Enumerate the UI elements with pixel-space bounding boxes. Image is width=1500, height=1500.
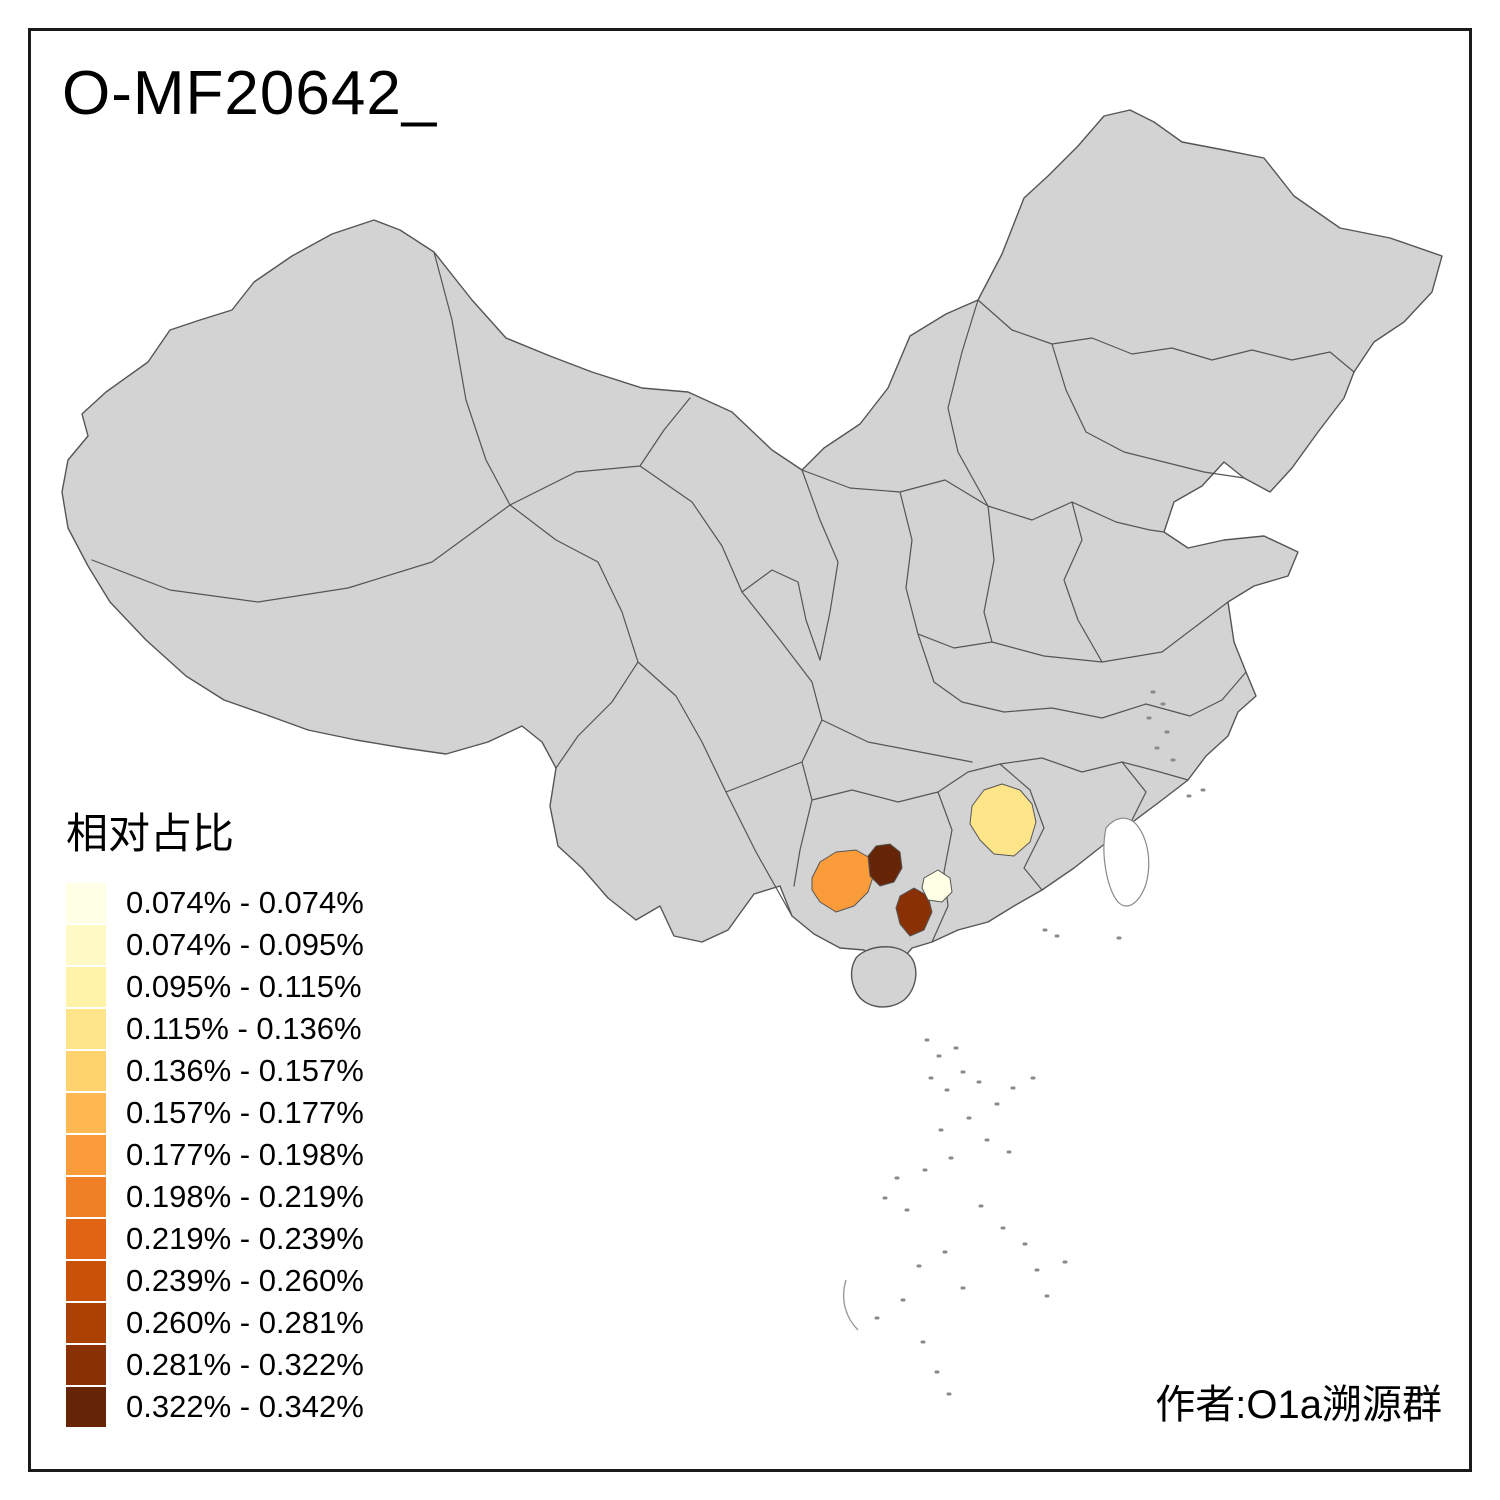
legend-row: 0.157% - 0.177% <box>66 1093 466 1133</box>
region-central-guangxi <box>867 843 903 887</box>
legend-label: 0.074% - 0.074% <box>126 885 364 920</box>
sea-islet-arc <box>842 1279 859 1331</box>
legend-swatch <box>66 1261 106 1301</box>
author-credit: 作者:O1a溯源群 <box>1155 1383 1442 1427</box>
chart-title: O-MF20642_ <box>62 59 438 128</box>
legend-row: 0.074% - 0.095% <box>66 925 466 965</box>
legend-label: 0.136% - 0.157% <box>126 1053 364 1088</box>
legend-label: 0.322% - 0.342% <box>126 1389 364 1424</box>
legend-swatch <box>66 883 106 923</box>
legend-swatch <box>66 1135 106 1175</box>
legend-swatch <box>66 1051 106 1091</box>
legend-swatch <box>66 1177 106 1217</box>
legend-entries: 0.074% - 0.074% 0.074% - 0.095% 0.095% - 0… <box>66 883 466 1427</box>
region-west-guangdong <box>895 887 933 937</box>
legend: 相对占比 0.074% - 0.074% 0.074% - 0.095% 0.095… <box>66 800 466 1429</box>
legend-row: 0.281% - 0.322% <box>66 1345 466 1385</box>
legend-swatch <box>66 1303 106 1343</box>
legend-swatch <box>66 967 106 1007</box>
legend-row: 0.322% - 0.342% <box>66 1387 466 1427</box>
legend-row: 0.095% - 0.115% <box>66 967 466 1007</box>
hainan-island <box>850 946 917 1008</box>
legend-label: 0.219% - 0.239% <box>126 1221 364 1256</box>
legend-swatch <box>66 1093 106 1133</box>
taiwan-island <box>1103 817 1150 907</box>
legend-swatch <box>66 1219 106 1259</box>
legend-label: 0.239% - 0.260% <box>126 1263 364 1298</box>
legend-row: 0.198% - 0.219% <box>66 1177 466 1217</box>
region-central-west-guangdong <box>921 869 953 903</box>
legend-swatch <box>66 1345 106 1385</box>
legend-swatch <box>66 925 106 965</box>
legend-row: 0.177% - 0.198% <box>66 1135 466 1175</box>
legend-label: 0.177% - 0.198% <box>126 1137 364 1172</box>
legend-row: 0.136% - 0.157% <box>66 1051 466 1091</box>
legend-label: 0.260% - 0.281% <box>126 1305 364 1340</box>
legend-label: 0.115% - 0.136% <box>126 1011 362 1046</box>
legend-label: 0.198% - 0.219% <box>126 1179 364 1214</box>
legend-label: 0.157% - 0.177% <box>126 1095 364 1130</box>
legend-row: 0.074% - 0.074% <box>66 883 466 923</box>
province-borders <box>91 251 1355 943</box>
legend-label: 0.095% - 0.115% <box>126 969 362 1004</box>
legend-row: 0.219% - 0.239% <box>66 1219 466 1259</box>
region-west-guangxi <box>811 849 875 913</box>
legend-row: 0.239% - 0.260% <box>66 1261 466 1301</box>
region-west-fujian <box>969 783 1037 857</box>
legend-swatch <box>66 1009 106 1049</box>
legend-title: 相对占比 <box>66 810 235 857</box>
highlighted-regions <box>811 783 1037 937</box>
legend-label: 0.074% - 0.095% <box>126 927 364 962</box>
legend-swatch <box>66 1387 106 1427</box>
sea-islets-dots <box>874 690 1206 1396</box>
legend-row: 0.115% - 0.136% <box>66 1009 466 1049</box>
legend-label: 0.281% - 0.322% <box>126 1347 364 1382</box>
legend-row: 0.260% - 0.281% <box>66 1303 466 1343</box>
